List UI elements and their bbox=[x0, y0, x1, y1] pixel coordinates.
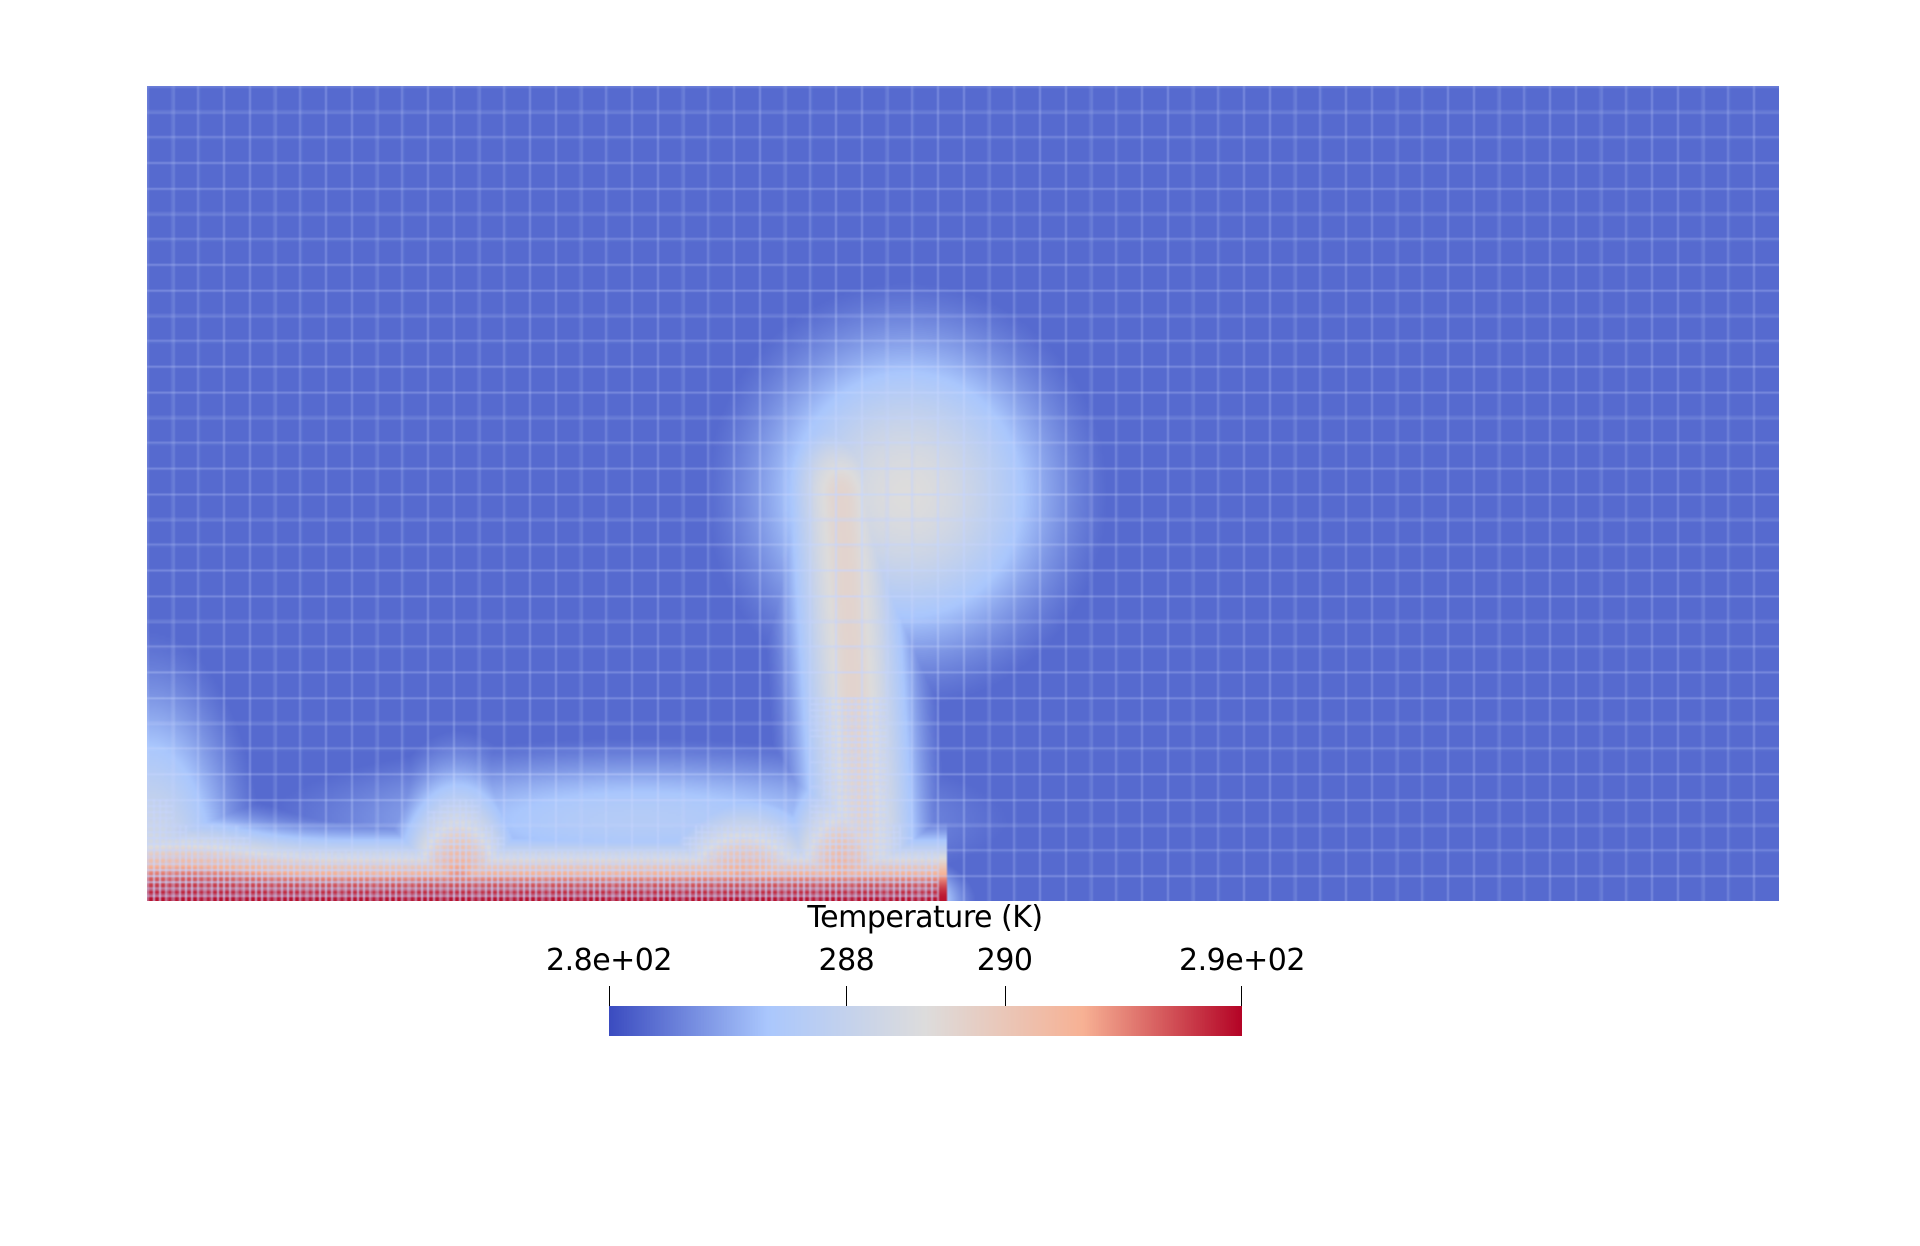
colorbar bbox=[609, 1006, 1242, 1036]
colorbar-tick-label: 2.8e+02 bbox=[546, 943, 672, 978]
colorbar-tick-mark bbox=[846, 986, 847, 1010]
temperature-field bbox=[147, 86, 1779, 901]
colorbar-tick-label: 290 bbox=[976, 943, 1033, 978]
colorbar-tick-label: 288 bbox=[818, 943, 875, 978]
colorbar-tick-mark bbox=[1005, 986, 1006, 1010]
colorbar-tick-label: 2.9e+02 bbox=[1179, 943, 1305, 978]
colorbar-title: Temperature (K) bbox=[807, 900, 1043, 935]
